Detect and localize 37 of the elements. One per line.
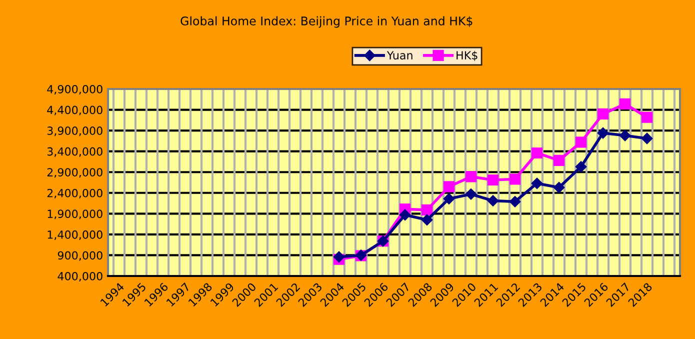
point <box>641 132 653 144</box>
point <box>487 195 499 206</box>
point <box>575 136 587 148</box>
point <box>465 188 477 200</box>
point <box>641 112 653 123</box>
point <box>531 147 543 159</box>
point <box>421 204 433 216</box>
point <box>333 251 345 262</box>
point <box>443 193 455 204</box>
y-tick-label: 3,400,000 <box>47 147 102 157</box>
point <box>531 178 543 189</box>
point <box>553 154 565 166</box>
legend-label: HK$ <box>456 50 478 61</box>
y-tick-label: 3,900,000 <box>47 126 102 136</box>
y-tick-label: 400,000 <box>58 272 102 282</box>
point <box>421 214 433 226</box>
y-tick-label: 2,900,000 <box>47 168 102 178</box>
point <box>509 174 521 185</box>
point <box>619 98 631 110</box>
point <box>597 108 609 120</box>
chart-title: Global Home Index: Beijing Price in Yuan and HK$ <box>180 16 472 28</box>
point <box>575 161 587 172</box>
y-tick-label: 1,400,000 <box>48 230 102 240</box>
point <box>443 181 455 192</box>
y-tick-label: 2,400,000 <box>47 188 102 198</box>
point <box>509 196 521 208</box>
point <box>597 127 609 139</box>
legend-label: Yuan <box>386 51 412 60</box>
point <box>619 130 631 142</box>
y-tick-label: 900,000 <box>58 251 102 261</box>
point <box>399 209 411 221</box>
point <box>553 182 565 194</box>
point <box>487 174 499 186</box>
y-tick-label: 4,900,000 <box>47 84 102 95</box>
y-tick-label: 1,900,000 <box>48 210 102 220</box>
point <box>465 171 477 182</box>
y-tick-label: 4,400,000 <box>47 106 102 116</box>
